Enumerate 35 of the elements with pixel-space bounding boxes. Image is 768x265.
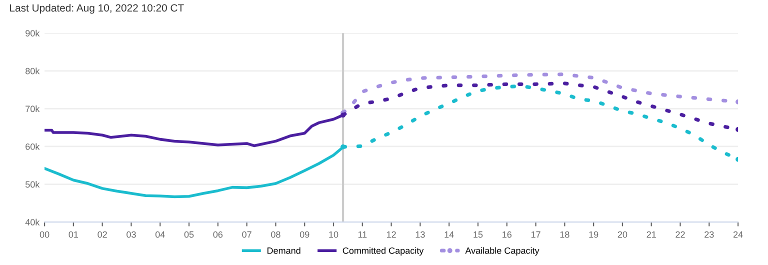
x-tick-label: 11 bbox=[358, 231, 367, 238]
x-tick-label: 15 bbox=[474, 231, 483, 238]
legend-label: Available Capacity bbox=[465, 247, 540, 256]
y-tick-label: 70k bbox=[26, 105, 40, 112]
y-tick-label: 80k bbox=[26, 68, 40, 74]
y-tick-label: 50k bbox=[25, 181, 40, 188]
x-tick-label: 00 bbox=[40, 231, 50, 238]
x-tick-label: 14 bbox=[444, 231, 454, 238]
x-tick-label: 22 bbox=[676, 231, 685, 238]
legend-label: Committed Capacity bbox=[342, 247, 424, 256]
x-tick-label: 07 bbox=[242, 231, 252, 238]
x-tick-label: 18 bbox=[560, 231, 570, 238]
y-tick-label: 90k bbox=[26, 30, 40, 36]
y-tick-label: 60k bbox=[26, 143, 40, 150]
text: Last Updated: Aug 10, 2022 10:20 CT bbox=[10, 4, 184, 14]
x-tick-label: 04 bbox=[155, 231, 165, 238]
x-tick-label: 23 bbox=[704, 231, 714, 238]
legend-label: Demand bbox=[267, 247, 300, 254]
x-tick-label: 01 bbox=[68, 231, 78, 238]
x-tick-label: 02 bbox=[98, 231, 107, 238]
x-tick-label: 21 bbox=[646, 231, 656, 238]
x-tick-label: 16 bbox=[502, 231, 512, 238]
x-tick-label: 19 bbox=[589, 231, 598, 238]
x-tick-label: 03 bbox=[126, 231, 136, 238]
x-tick-label: 09 bbox=[300, 231, 310, 238]
x-tick-label: 20 bbox=[618, 231, 628, 238]
y-tick-label: 40k bbox=[25, 218, 40, 226]
x-tick-label: 24 bbox=[733, 231, 743, 238]
x-tick-label: 08 bbox=[271, 231, 280, 238]
x-tick-label: 06 bbox=[213, 231, 223, 238]
x-tick-label: 12 bbox=[386, 231, 396, 238]
x-tick-label: 10 bbox=[329, 231, 338, 238]
x-tick-label: 13 bbox=[416, 231, 425, 238]
x-tick-label: 05 bbox=[184, 231, 194, 238]
x-tick-label: 17 bbox=[531, 231, 540, 238]
